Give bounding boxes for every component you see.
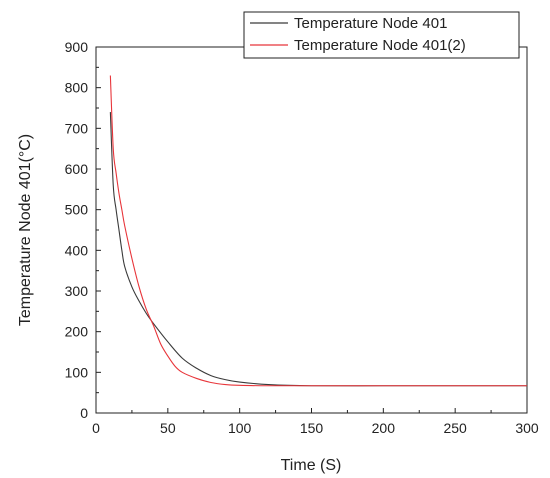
x-tick-label: 50 — [160, 420, 176, 436]
legend-label: Temperature Node 401(2) — [294, 37, 466, 54]
legend-label: Temperature Node 401 — [294, 15, 447, 32]
x-tick-label: 200 — [372, 420, 396, 436]
x-tick-label: 250 — [443, 420, 467, 436]
y-tick-label: 700 — [65, 120, 89, 136]
x-axis-ticks: 0 50 100 150 200 250 300 — [92, 408, 539, 436]
x-tick-label: 0 — [92, 420, 100, 436]
y-tick-label: 100 — [65, 364, 89, 380]
y-axis-title: Temperature Node 401(°C) — [17, 134, 34, 326]
x-tick-label: 300 — [515, 420, 539, 436]
series-layer — [109, 75, 527, 387]
y-axis-ticks: 0 100 200 300 400 500 600 700 800 900 — [65, 39, 101, 421]
y-tick-label: 800 — [65, 80, 89, 96]
series-line-node-401-2 — [109, 75, 527, 387]
y-tick-label: 400 — [65, 242, 89, 258]
y-tick-label: 600 — [65, 161, 89, 177]
y-tick-label: 900 — [65, 39, 89, 55]
y-tick-label: 300 — [65, 283, 89, 299]
x-axis-title: Time (S) — [281, 457, 342, 474]
plot-frame — [95, 46, 528, 414]
y-tick-label: 0 — [80, 405, 88, 421]
series-line-node-401 — [109, 112, 527, 387]
legend-box — [243, 11, 520, 59]
y-tick-label: 500 — [65, 202, 89, 218]
x-tick-label: 150 — [300, 420, 324, 436]
x-tick-label: 100 — [228, 420, 252, 436]
legend: Temperature Node 401 Temperature Node 401… — [243, 11, 520, 59]
y-tick-label: 200 — [65, 324, 89, 340]
